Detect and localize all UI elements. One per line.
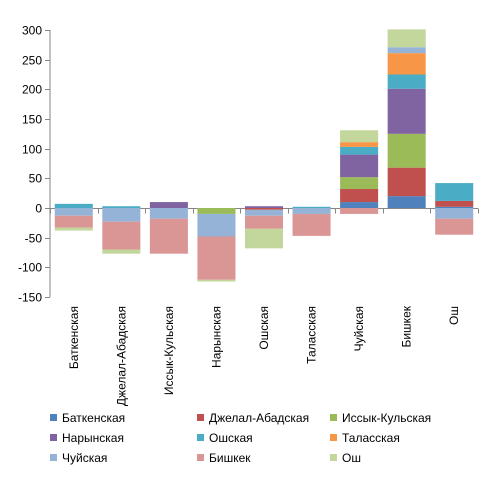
- x-category-label: Таласская: [305, 306, 319, 364]
- bar-segment: [244, 208, 284, 210]
- bar-segment: [387, 74, 426, 89]
- x-category-label: Баткенская: [67, 306, 81, 369]
- x-category-label: Иссык-Кульская: [162, 306, 176, 395]
- legend-label: Иссык-Кульская: [342, 411, 431, 425]
- legend-item: Таласская: [330, 431, 400, 445]
- bar-segment: [340, 146, 379, 155]
- legend: Баткенская Джелал-Абадская Иссык-Кульская Н…: [50, 411, 431, 465]
- bar-segment: [340, 208, 379, 214]
- legend-item: Бишкек: [197, 451, 251, 465]
- legend-item: Ошская: [197, 431, 253, 445]
- y-tick-labels: -150 -100 -50 0 50 100 150 200 250 300: [18, 24, 42, 305]
- legend-swatch: [330, 434, 337, 441]
- bar-segment: [149, 218, 188, 254]
- x-category-label: Чуйская: [352, 306, 366, 351]
- legend-swatch: [197, 454, 204, 461]
- bar-segment: [54, 203, 93, 208]
- legend-item: Ош: [330, 451, 361, 465]
- legend-swatch: [197, 434, 204, 441]
- y-tick-label: 0: [35, 202, 42, 216]
- bar-segment: [435, 206, 474, 208]
- bar-segment: [340, 177, 379, 190]
- legend-item: Джелал-Абадская: [197, 411, 309, 425]
- bar-segment: [387, 29, 426, 48]
- bar-segment: [387, 133, 426, 168]
- bar-segment: [435, 218, 474, 235]
- bar-segment: [292, 208, 331, 214]
- y-tick-label: -50: [25, 232, 43, 246]
- x-category-label: Ош: [447, 306, 461, 325]
- x-category-label: Джелал-Абадская: [114, 306, 128, 406]
- y-tick-label: 50: [29, 172, 43, 186]
- x-category-label: Ошская: [257, 306, 271, 350]
- legend-label: Ошская: [209, 431, 253, 445]
- x-category-label: Нарынская: [209, 306, 223, 368]
- legend-item: Иссык-Кульская: [330, 411, 431, 425]
- y-tick-label: -100: [18, 261, 42, 275]
- legend-swatch: [50, 434, 57, 441]
- bar-segment: [244, 206, 284, 208]
- bar-segment: [387, 88, 426, 134]
- bar-segment: [149, 208, 188, 219]
- bar-segment: [102, 208, 141, 222]
- bar-segment: [54, 215, 93, 228]
- legend-label: Чуйская: [62, 451, 107, 465]
- bars-layer: [54, 29, 474, 282]
- bar-segment: [435, 208, 474, 219]
- y-tick-label: 100: [22, 143, 42, 157]
- legend-label: Баткенская: [62, 411, 125, 425]
- bar-segment: [102, 221, 141, 250]
- bar-segment: [387, 196, 426, 208]
- legend-swatch: [197, 414, 204, 421]
- bar-segment: [340, 202, 379, 208]
- bar-segment: [102, 206, 141, 208]
- bar-segment: [387, 167, 426, 197]
- bar-segment: [292, 206, 331, 208]
- legend-label: Бишкек: [209, 451, 251, 465]
- bar-segment: [244, 209, 284, 216]
- y-tick-label: 200: [22, 83, 42, 97]
- bar-segment: [340, 189, 379, 203]
- x-category-labels: Баткенская Джелал-Абадская Иссык-Кульская Н…: [67, 305, 461, 406]
- legend-swatch: [50, 414, 57, 421]
- bar-segment: [340, 142, 379, 147]
- bar-segment: [435, 183, 474, 201]
- bar-segment: [340, 130, 379, 143]
- legend-swatch: [330, 414, 337, 421]
- bar-segment: [197, 208, 236, 214]
- bar-segment: [197, 279, 236, 282]
- bar-segment: [102, 249, 141, 254]
- bar-segment: [387, 47, 426, 54]
- legend-item: Чуйская: [50, 451, 107, 465]
- legend-label: Ош: [342, 451, 361, 465]
- bar-segment: [197, 236, 236, 280]
- legend-label: Таласская: [342, 431, 400, 445]
- bar-segment: [244, 228, 284, 249]
- legend-swatch: [50, 454, 57, 461]
- bar-segment: [435, 200, 474, 207]
- y-tick-label: 250: [22, 54, 42, 68]
- legend-item: Нарынская: [50, 431, 124, 445]
- y-tick-label: -150: [18, 291, 42, 305]
- bar-segment: [54, 227, 93, 231]
- bar-segment: [340, 154, 379, 178]
- x-category-label: Бишкек: [400, 305, 414, 347]
- y-tick-label: 300: [22, 24, 42, 38]
- bar-segment: [54, 208, 93, 216]
- bar-segment: [292, 213, 331, 236]
- legend-label: Джелал-Абадская: [209, 411, 309, 425]
- legend-item: Баткенская: [50, 411, 125, 425]
- legend-swatch: [330, 454, 337, 461]
- bar-segment: [149, 202, 188, 208]
- bar-segment: [244, 215, 284, 229]
- y-tick-label: 150: [22, 113, 42, 127]
- legend-label: Нарынская: [62, 431, 124, 445]
- bar-segment: [387, 53, 426, 75]
- bar-segment: [197, 213, 236, 237]
